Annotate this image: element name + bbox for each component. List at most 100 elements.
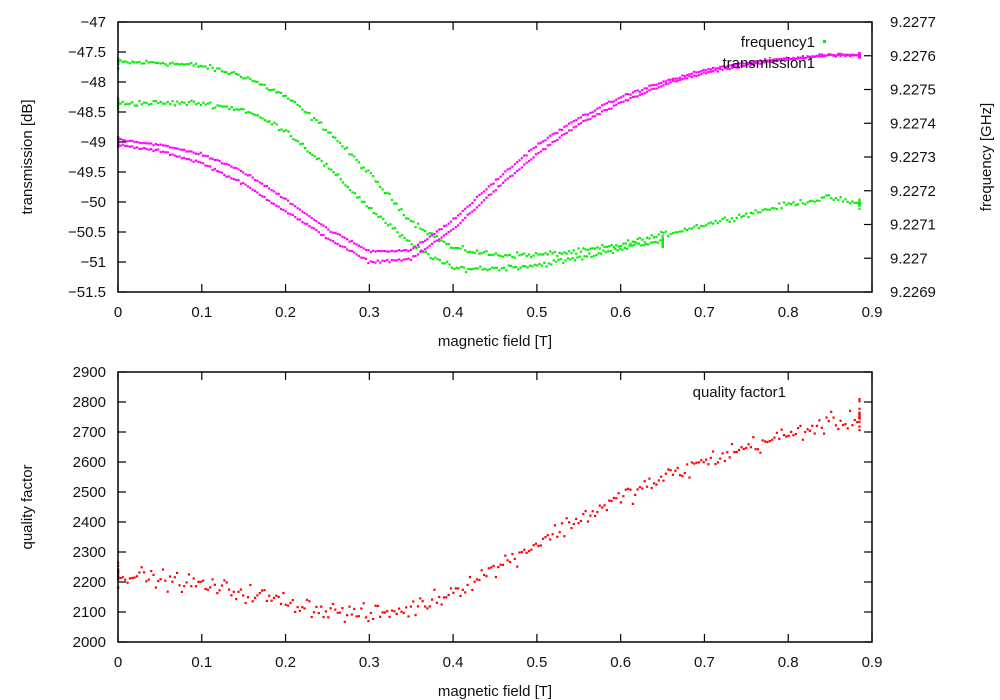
data-point-transmission1 bbox=[192, 160, 195, 163]
data-point-frequency1 bbox=[235, 108, 238, 111]
data-point-transmission1 bbox=[320, 223, 323, 226]
data-point-transmission1 bbox=[329, 239, 332, 242]
data-point-transmission1 bbox=[780, 59, 783, 62]
data-point-transmission1 bbox=[261, 182, 264, 185]
data-point-transmission1 bbox=[272, 202, 275, 205]
data-point-frequency1 bbox=[225, 105, 229, 108]
data-point-quality-factor1 bbox=[858, 412, 861, 416]
data-point-frequency1 bbox=[220, 70, 224, 73]
data-point-transmission1 bbox=[612, 100, 616, 103]
data-point-transmission1 bbox=[499, 175, 502, 178]
data-point-quality-factor1 bbox=[610, 499, 613, 503]
data-point-quality-factor1 bbox=[655, 483, 658, 486]
data-point-quality-factor1 bbox=[447, 593, 450, 597]
data-point-frequency1 bbox=[479, 265, 482, 268]
data-point-transmission1 bbox=[211, 168, 214, 171]
data-point-quality-factor1 bbox=[494, 576, 497, 579]
data-point-frequency1 bbox=[614, 248, 617, 251]
data-point-transmission1 bbox=[336, 243, 339, 246]
data-point-frequency1 bbox=[621, 248, 624, 251]
data-point-frequency1 bbox=[372, 174, 375, 178]
data-point-frequency1 bbox=[649, 241, 652, 244]
data-point-transmission1 bbox=[525, 154, 528, 157]
data-point-quality-factor1 bbox=[289, 601, 292, 604]
data-point-quality-factor1 bbox=[811, 424, 814, 427]
data-point-frequency1 bbox=[126, 61, 129, 64]
data-point-frequency1 bbox=[145, 101, 148, 105]
data-point-transmission1 bbox=[426, 246, 429, 249]
data-point-transmission1 bbox=[140, 142, 143, 145]
data-point-transmission1 bbox=[709, 70, 712, 73]
data-point-frequency1 bbox=[780, 207, 783, 210]
data-point-quality-factor1 bbox=[138, 571, 141, 574]
data-point-frequency1 bbox=[405, 217, 408, 220]
top-ticks: 0 0.1 0.2 0.3 0.4 0.5 0.6 0.7 0.8 0.9−47−47.5−48−… bbox=[68, 14, 936, 321]
data-point-transmission1 bbox=[433, 232, 436, 236]
data-point-frequency1 bbox=[119, 102, 122, 105]
data-point-transmission1 bbox=[346, 238, 349, 241]
data-point-frequency1 bbox=[858, 198, 861, 201]
data-point-frequency1 bbox=[424, 250, 427, 253]
data-point-frequency1 bbox=[549, 250, 552, 253]
data-point-frequency1 bbox=[623, 246, 626, 249]
data-point-frequency1 bbox=[438, 240, 441, 243]
data-point-frequency1 bbox=[327, 167, 330, 170]
data-point-frequency1 bbox=[251, 79, 254, 83]
data-point-frequency1 bbox=[332, 171, 335, 174]
data-point-quality-factor1 bbox=[834, 424, 837, 427]
data-point-quality-factor1 bbox=[426, 607, 429, 610]
data-point-frequency1 bbox=[339, 141, 342, 145]
data-point-frequency1 bbox=[607, 250, 610, 253]
data-point-transmission1 bbox=[837, 53, 840, 57]
top-y2-axis-title: frequency [GHz] bbox=[978, 103, 995, 211]
data-point-transmission1 bbox=[473, 208, 476, 211]
data-point-quality-factor1 bbox=[119, 577, 122, 580]
data-point-transmission1 bbox=[563, 125, 566, 128]
data-point-transmission1 bbox=[787, 58, 790, 61]
data-point-frequency1 bbox=[126, 102, 129, 106]
data-point-transmission1 bbox=[480, 201, 483, 204]
data-point-frequency1 bbox=[336, 140, 339, 143]
data-point-transmission1 bbox=[596, 107, 599, 110]
data-point-transmission1 bbox=[475, 206, 479, 209]
data-point-frequency1 bbox=[381, 188, 384, 191]
data-point-transmission1 bbox=[605, 109, 608, 112]
data-point-transmission1 bbox=[676, 77, 679, 80]
data-point-transmission1 bbox=[194, 152, 198, 155]
x-tick-label: 0.8 bbox=[778, 654, 799, 671]
data-point-quality-factor1 bbox=[324, 610, 327, 613]
data-point-transmission1 bbox=[801, 57, 804, 60]
data-point-frequency1 bbox=[787, 202, 790, 205]
data-point-transmission1 bbox=[454, 217, 457, 220]
data-point-transmission1 bbox=[412, 247, 415, 250]
data-point-frequency1 bbox=[797, 203, 800, 206]
data-point-frequency1 bbox=[641, 238, 644, 241]
data-point-quality-factor1 bbox=[435, 601, 438, 604]
data-point-frequency1 bbox=[266, 120, 269, 123]
data-point-quality-factor1 bbox=[246, 596, 250, 599]
data-point-transmission1 bbox=[197, 153, 200, 156]
data-point-quality-factor1 bbox=[556, 535, 559, 538]
data-point-quality-factor1 bbox=[671, 473, 675, 476]
data-point-frequency1 bbox=[161, 62, 165, 65]
data-point-frequency1 bbox=[452, 246, 455, 250]
data-point-transmission1 bbox=[218, 160, 221, 163]
data-point-transmission1 bbox=[362, 247, 365, 250]
data-point-frequency1 bbox=[150, 102, 153, 105]
data-point-transmission1 bbox=[641, 92, 644, 95]
data-point-quality-factor1 bbox=[135, 575, 139, 578]
data-point-transmission1 bbox=[542, 140, 545, 143]
data-point-frequency1 bbox=[391, 227, 394, 230]
data-point-quality-factor1 bbox=[570, 527, 573, 530]
data-point-quality-factor1 bbox=[301, 606, 304, 609]
data-point-transmission1 bbox=[683, 75, 686, 78]
data-point-frequency1 bbox=[303, 110, 306, 113]
data-point-quality-factor1 bbox=[376, 604, 379, 608]
data-point-transmission1 bbox=[445, 232, 448, 235]
data-point-transmission1 bbox=[804, 56, 807, 60]
y-tick-label: −50 bbox=[81, 194, 106, 211]
data-point-frequency1 bbox=[323, 164, 326, 167]
data-point-frequency1 bbox=[214, 106, 217, 109]
data-point-quality-factor1 bbox=[223, 579, 226, 582]
data-point-transmission1 bbox=[707, 71, 710, 74]
